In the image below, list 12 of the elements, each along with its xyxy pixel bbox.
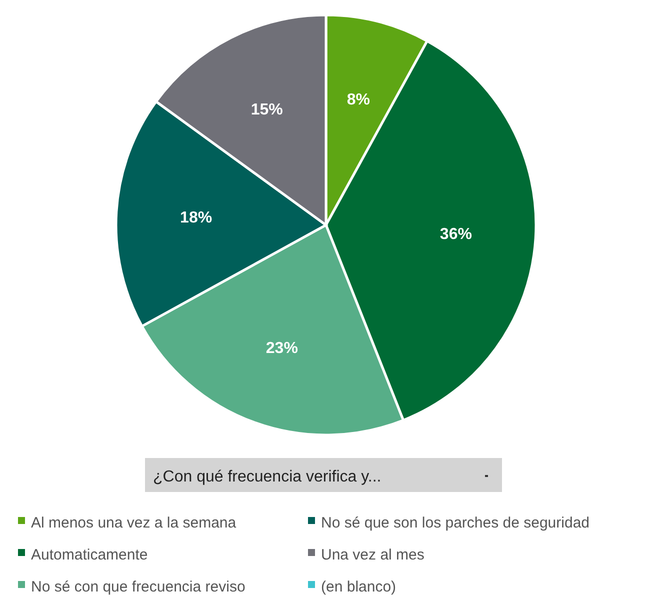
data-label: 23% — [266, 340, 298, 358]
data-label: 15% — [250, 102, 283, 119]
legend-label: Al menos una vez a la semana — [31, 514, 237, 532]
data-label: 18% — [180, 209, 212, 226]
legend-label: (en blanco) — [321, 578, 396, 596]
legend-label: Automaticamente — [31, 546, 148, 564]
data-label: 8% — [346, 91, 370, 108]
legend-label: No sé con que frecuencia reviso — [31, 578, 246, 596]
legend-label: Una vez al mes — [321, 546, 424, 564]
legend-label: No sé que son los parches de seguridad — [321, 514, 590, 532]
legend-title: ¿Con qué frecuencia verifica y... — [153, 468, 382, 486]
data-label: 36% — [440, 226, 472, 243]
